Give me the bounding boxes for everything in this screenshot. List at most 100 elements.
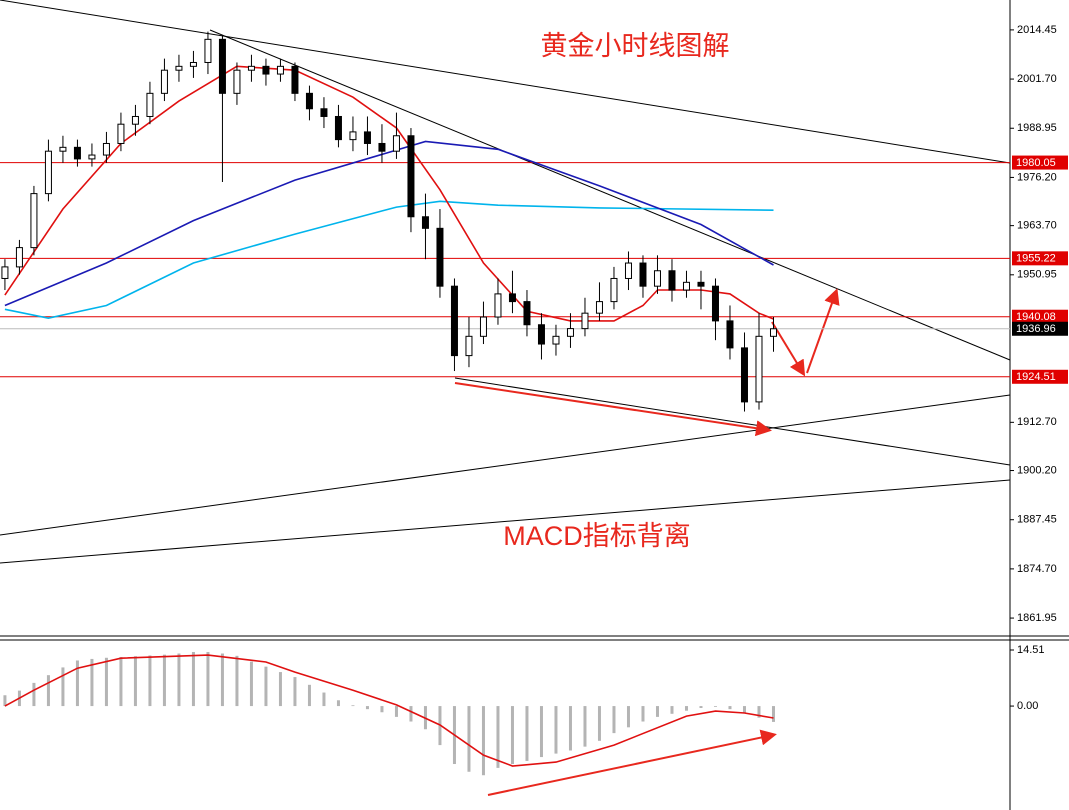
candle-body	[262, 65, 270, 75]
candle-body	[175, 65, 183, 71]
candle-body	[218, 38, 226, 94]
macd-bar	[554, 706, 558, 754]
macd-bar	[119, 657, 123, 707]
price-tag	[1012, 251, 1068, 266]
macd-bar	[568, 706, 572, 751]
candle-body	[30, 193, 38, 249]
macd-bar	[365, 706, 369, 710]
y-tick-label: 1861.95	[1017, 612, 1057, 624]
candle-body	[653, 270, 661, 287]
price-tag	[1012, 309, 1068, 324]
candle-body	[552, 335, 560, 345]
macd-bar	[583, 706, 587, 747]
candle-body	[523, 301, 531, 326]
candle-body	[291, 65, 299, 94]
macd-bar	[525, 706, 529, 761]
macd-bar	[293, 677, 297, 707]
candle-body	[450, 285, 458, 357]
macd-bar	[728, 706, 732, 710]
candle-body	[131, 115, 139, 125]
macd-bar	[771, 706, 775, 722]
line-series	[4, 654, 774, 767]
macd-bar	[713, 706, 717, 707]
candle-body	[421, 216, 429, 229]
macd-bar	[46, 675, 50, 707]
price-tag-label: 1980.05	[1016, 157, 1056, 169]
y-tick-label: 2014.45	[1017, 24, 1057, 36]
candle-body	[44, 150, 52, 195]
price-tag-label: 1940.08	[1016, 311, 1056, 323]
candle-body	[581, 312, 589, 330]
candle-body	[465, 335, 473, 357]
arrow	[806, 288, 840, 374]
macd-bar	[32, 682, 36, 707]
candle-body	[146, 92, 154, 117]
price-tag-label: 1955.22	[1016, 253, 1056, 265]
candle-body	[73, 146, 81, 160]
macd-bar	[104, 657, 108, 707]
candle-body	[392, 135, 400, 152]
line-series	[4, 140, 774, 307]
annotation: MACD指标背离	[503, 521, 691, 551]
y-tick-label: 1976.20	[1017, 171, 1057, 183]
macd-bar	[670, 706, 674, 714]
price-tag	[1012, 155, 1068, 170]
macd-bar	[380, 706, 384, 713]
y-tick-label: 1912.70	[1017, 416, 1057, 428]
candle-body	[566, 328, 574, 337]
macd-bar	[133, 656, 137, 707]
y-tick-label: 1988.95	[1017, 122, 1057, 134]
macd-bar	[757, 706, 761, 718]
y-tick-label: 1874.70	[1017, 563, 1057, 575]
macd-bar	[220, 653, 224, 707]
price-tag	[1012, 321, 1068, 336]
candle-body	[508, 293, 516, 303]
trendline	[0, 0, 1011, 164]
candle-body	[160, 69, 168, 94]
line-series	[4, 200, 774, 320]
candle-body	[407, 135, 415, 218]
price-tag-label: 1924.51	[1016, 371, 1056, 383]
candle-body	[436, 227, 444, 287]
candle-body	[59, 146, 67, 152]
candle-body	[378, 142, 386, 152]
macd-bar	[684, 706, 688, 711]
arrow	[454, 382, 772, 437]
candle-body	[682, 281, 690, 291]
macd-bar	[626, 706, 630, 728]
candle-body	[233, 69, 241, 94]
candle-body	[305, 92, 313, 110]
candle-body	[668, 270, 676, 291]
candle-body	[494, 293, 502, 318]
candle-body	[276, 65, 284, 75]
y-tick-label: 1950.95	[1017, 269, 1057, 281]
macd-bar	[394, 706, 398, 717]
macd-bar	[467, 706, 471, 772]
arrow	[771, 321, 806, 377]
macd-bar	[148, 655, 152, 707]
macd-bar	[191, 651, 195, 707]
candle-body	[595, 301, 603, 314]
candle-body	[334, 115, 342, 141]
candle-body	[88, 154, 96, 160]
y-tick-label: 0.00	[1017, 700, 1038, 712]
candle-body	[204, 38, 212, 63]
candle-body	[697, 281, 705, 287]
chart-title: 黄金小时线图解	[541, 31, 730, 61]
y-tick-label: 1963.70	[1017, 220, 1057, 232]
candle-body	[320, 108, 328, 117]
macd-bar	[336, 700, 340, 707]
candle-body	[711, 285, 719, 322]
candle-body	[349, 131, 357, 141]
macd-bar	[307, 684, 311, 707]
macd-bar	[699, 706, 703, 708]
macd-bar	[61, 667, 65, 707]
arrow	[487, 729, 777, 796]
candle-body	[1, 266, 9, 279]
trendline	[209, 29, 1011, 361]
y-tick-label: 14.51	[1017, 644, 1045, 656]
candle-body	[726, 320, 734, 349]
macd-bar	[655, 706, 659, 717]
macd-bar	[322, 692, 326, 707]
